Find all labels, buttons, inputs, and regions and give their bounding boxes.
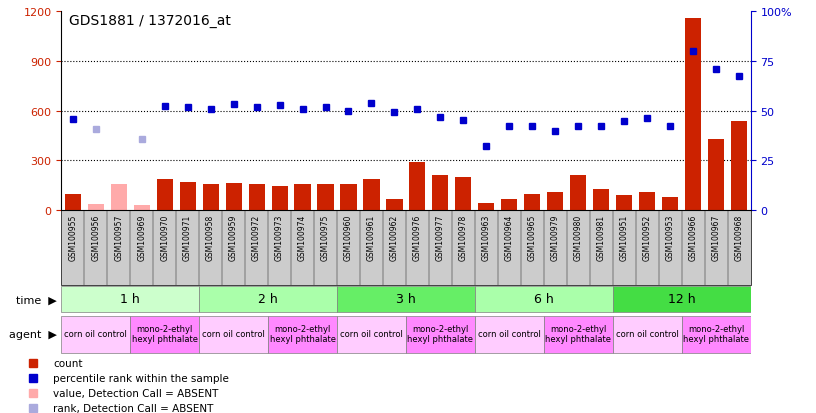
Text: GSM100957: GSM100957: [114, 214, 123, 261]
Bar: [708, 140, 725, 211]
Bar: [317, 185, 334, 211]
Bar: [731, 121, 747, 211]
Text: mono-2-ethyl
hexyl phthalate: mono-2-ethyl hexyl phthalate: [545, 324, 611, 343]
Bar: [157, 179, 173, 211]
Text: GSM100966: GSM100966: [689, 214, 698, 261]
Bar: [363, 179, 379, 211]
Text: GSM100972: GSM100972: [252, 214, 261, 261]
Text: GSM100978: GSM100978: [459, 214, 468, 261]
Text: mono-2-ethyl
hexyl phthalate: mono-2-ethyl hexyl phthalate: [131, 324, 197, 343]
Bar: [272, 187, 287, 211]
Bar: [593, 189, 610, 211]
Text: agent  ▶: agent ▶: [9, 330, 57, 339]
Bar: [410, 163, 425, 211]
Bar: [64, 194, 81, 211]
Text: GSM100970: GSM100970: [160, 214, 169, 261]
Text: corn oil control: corn oil control: [478, 329, 541, 338]
Bar: [616, 196, 632, 211]
Text: 2 h: 2 h: [258, 292, 278, 305]
Bar: [543, 316, 613, 353]
Bar: [663, 197, 678, 211]
Text: GSM100953: GSM100953: [666, 214, 675, 261]
Text: value, Detection Call = ABSENT: value, Detection Call = ABSENT: [53, 388, 219, 398]
Text: corn oil control: corn oil control: [64, 329, 127, 338]
Bar: [478, 203, 494, 211]
Text: GSM100952: GSM100952: [643, 214, 652, 261]
Text: GDS1881 / 1372016_at: GDS1881 / 1372016_at: [69, 14, 231, 28]
Bar: [337, 316, 406, 353]
Text: GSM100961: GSM100961: [367, 214, 376, 261]
Text: percentile rank within the sample: percentile rank within the sample: [53, 373, 229, 383]
Bar: [570, 176, 587, 211]
Text: GSM100976: GSM100976: [413, 214, 422, 261]
Bar: [111, 184, 126, 211]
Bar: [387, 200, 402, 211]
Text: GSM100975: GSM100975: [321, 214, 330, 261]
Text: mono-2-ethyl
hexyl phthalate: mono-2-ethyl hexyl phthalate: [683, 324, 749, 343]
Bar: [61, 287, 199, 312]
Text: GSM100960: GSM100960: [344, 214, 353, 261]
Bar: [639, 192, 655, 211]
Text: GSM100959: GSM100959: [229, 214, 238, 261]
Text: rank, Detection Call = ABSENT: rank, Detection Call = ABSENT: [53, 404, 214, 413]
Bar: [432, 175, 449, 211]
Bar: [340, 185, 357, 211]
Text: GSM100973: GSM100973: [275, 214, 284, 261]
Text: GSM100951: GSM100951: [620, 214, 629, 261]
Text: GSM100964: GSM100964: [505, 214, 514, 261]
Text: 12 h: 12 h: [668, 292, 695, 305]
Text: time  ▶: time ▶: [16, 294, 57, 304]
Bar: [87, 204, 104, 211]
Bar: [61, 316, 130, 353]
Bar: [613, 287, 751, 312]
Bar: [202, 185, 219, 211]
Text: mono-2-ethyl
hexyl phthalate: mono-2-ethyl hexyl phthalate: [269, 324, 335, 343]
Text: corn oil control: corn oil control: [616, 329, 679, 338]
Text: 1 h: 1 h: [120, 292, 140, 305]
Text: GSM100977: GSM100977: [436, 214, 445, 261]
Text: GSM100955: GSM100955: [69, 214, 78, 261]
Bar: [613, 316, 681, 353]
Text: GSM100980: GSM100980: [574, 214, 583, 261]
Text: GSM100958: GSM100958: [206, 214, 215, 261]
Text: GSM100967: GSM100967: [712, 214, 721, 261]
Bar: [249, 184, 264, 211]
Text: 6 h: 6 h: [534, 292, 554, 305]
Text: GSM100963: GSM100963: [482, 214, 491, 261]
Text: count: count: [53, 358, 82, 368]
Bar: [548, 192, 563, 211]
Text: GSM100971: GSM100971: [183, 214, 192, 261]
Text: GSM100965: GSM100965: [528, 214, 537, 261]
Text: GSM100979: GSM100979: [551, 214, 560, 261]
Bar: [501, 200, 517, 211]
Text: GSM100968: GSM100968: [734, 214, 743, 261]
Text: corn oil control: corn oil control: [202, 329, 265, 338]
Bar: [475, 287, 613, 312]
Bar: [199, 316, 268, 353]
Text: GSM100981: GSM100981: [596, 214, 605, 260]
Bar: [406, 316, 475, 353]
Text: mono-2-ethyl
hexyl phthalate: mono-2-ethyl hexyl phthalate: [407, 324, 473, 343]
Bar: [295, 184, 311, 211]
Text: GSM100956: GSM100956: [91, 214, 100, 261]
Bar: [525, 195, 540, 211]
Text: corn oil control: corn oil control: [340, 329, 403, 338]
Bar: [225, 183, 242, 211]
Text: GSM100974: GSM100974: [298, 214, 307, 261]
Bar: [268, 316, 337, 353]
Bar: [685, 19, 701, 211]
Text: GSM100969: GSM100969: [137, 214, 146, 261]
Bar: [199, 287, 337, 312]
Text: 3 h: 3 h: [396, 292, 416, 305]
Bar: [475, 316, 543, 353]
Text: GSM100962: GSM100962: [390, 214, 399, 261]
Bar: [337, 287, 475, 312]
Bar: [180, 183, 196, 211]
Bar: [134, 206, 149, 211]
Bar: [130, 316, 199, 353]
Bar: [681, 316, 751, 353]
Bar: [455, 178, 472, 211]
